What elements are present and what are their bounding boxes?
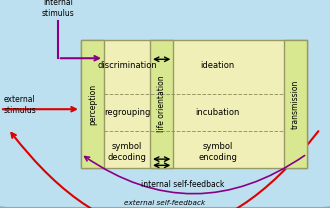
FancyArrowPatch shape bbox=[85, 156, 305, 194]
Text: regrouping: regrouping bbox=[104, 108, 150, 117]
Text: internal
stimulus: internal stimulus bbox=[41, 0, 74, 18]
Text: internal self-feedback: internal self-feedback bbox=[142, 180, 225, 189]
Text: incubation: incubation bbox=[196, 108, 240, 117]
FancyBboxPatch shape bbox=[81, 40, 104, 168]
Text: discrimination: discrimination bbox=[97, 61, 157, 70]
FancyBboxPatch shape bbox=[81, 40, 307, 168]
Text: symbol
encoding: symbol encoding bbox=[198, 142, 237, 162]
Text: ideation: ideation bbox=[201, 61, 235, 70]
FancyBboxPatch shape bbox=[284, 40, 307, 168]
FancyArrowPatch shape bbox=[11, 131, 318, 208]
Text: life orientation: life orientation bbox=[157, 76, 166, 132]
Text: external
stimulus: external stimulus bbox=[3, 95, 36, 115]
Text: transmission: transmission bbox=[291, 79, 300, 129]
Text: external self-feedback: external self-feedback bbox=[124, 200, 206, 206]
Text: symbol
decoding: symbol decoding bbox=[108, 142, 147, 162]
FancyBboxPatch shape bbox=[150, 40, 173, 168]
Text: perception: perception bbox=[88, 83, 97, 125]
